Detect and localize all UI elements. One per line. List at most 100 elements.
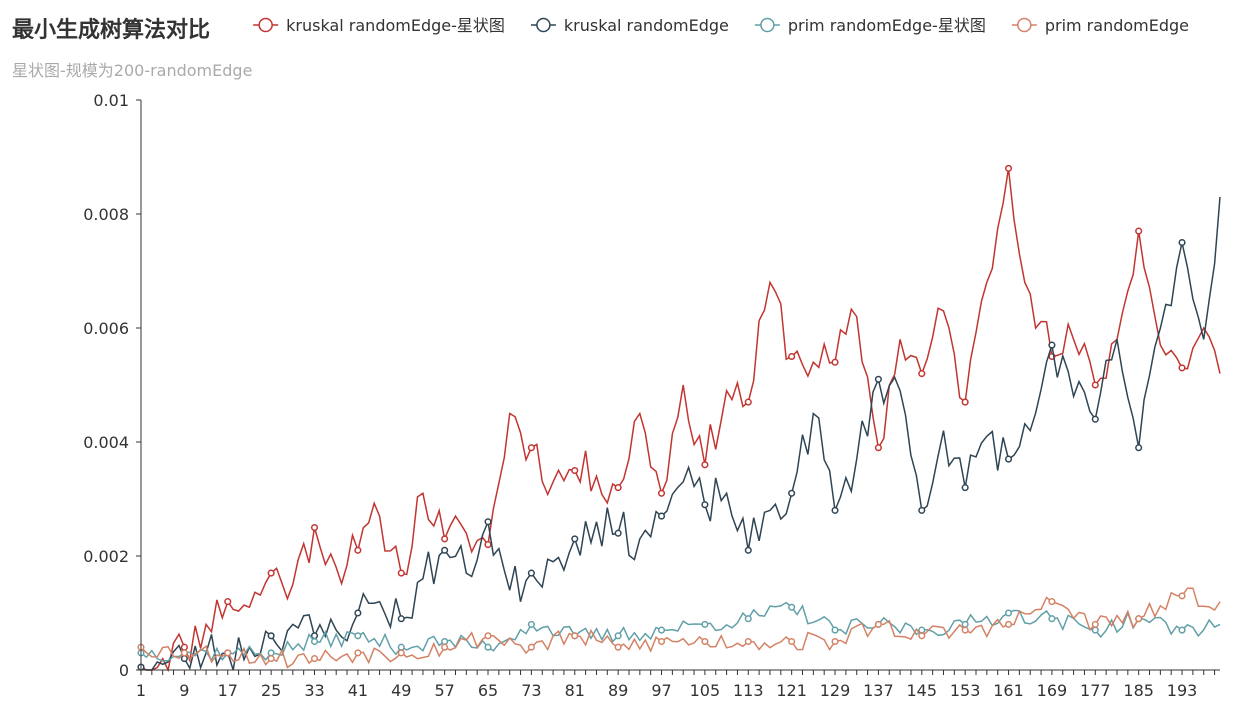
data-point[interactable] — [744, 637, 752, 646]
data-point[interactable] — [180, 643, 188, 651]
data-point[interactable] — [874, 620, 882, 628]
data-point[interactable] — [744, 615, 752, 623]
data-point[interactable] — [310, 523, 319, 532]
data-point[interactable] — [527, 620, 535, 628]
series-lines — [137, 164, 1221, 673]
data-point[interactable] — [831, 358, 839, 366]
data-point[interactable] — [397, 569, 405, 577]
legend-item-0[interactable]: kruskal randomEdge-星状图 — [253, 16, 505, 35]
legend[interactable]: kruskal randomEdge-星状图 kruskal randomEdge… — [253, 16, 1189, 35]
data-point[interactable] — [788, 637, 796, 646]
data-point[interactable] — [180, 655, 188, 663]
data-point[interactable] — [1091, 620, 1099, 628]
data-point[interactable] — [354, 649, 362, 657]
data-point[interactable] — [1091, 626, 1099, 634]
data-point[interactable] — [571, 466, 579, 475]
data-point[interactable] — [571, 632, 579, 640]
data-point[interactable] — [1048, 598, 1056, 606]
data-point[interactable] — [918, 632, 926, 640]
data-point[interactable] — [180, 649, 188, 657]
data-point[interactable] — [224, 598, 232, 606]
data-point[interactable] — [614, 643, 622, 651]
data-point[interactable] — [657, 489, 666, 497]
data-point[interactable] — [441, 546, 449, 554]
data-point[interactable] — [831, 626, 839, 634]
data-point[interactable] — [614, 484, 622, 492]
data-point[interactable] — [484, 518, 492, 526]
legend-item-1[interactable]: kruskal randomEdge — [530, 16, 729, 35]
data-point[interactable] — [788, 489, 796, 497]
data-point[interactable] — [310, 637, 319, 646]
data-point[interactable] — [701, 637, 709, 646]
data-point[interactable] — [1004, 164, 1013, 172]
data-point[interactable] — [397, 643, 405, 651]
data-point[interactable] — [961, 484, 969, 492]
data-point[interactable] — [267, 632, 275, 640]
data-point[interactable] — [744, 398, 752, 406]
data-point[interactable] — [484, 541, 492, 549]
data-point[interactable] — [397, 649, 405, 657]
data-point[interactable] — [1048, 615, 1056, 623]
data-point[interactable] — [224, 649, 232, 657]
data-point[interactable] — [1004, 609, 1013, 617]
data-point[interactable] — [788, 603, 796, 611]
data-point[interactable] — [1091, 415, 1099, 423]
data-point[interactable] — [918, 506, 926, 514]
data-point[interactable] — [744, 546, 752, 554]
data-point[interactable] — [961, 620, 969, 628]
data-point[interactable] — [1178, 238, 1186, 247]
data-point[interactable] — [267, 569, 275, 577]
x-tick-label: 89 — [608, 681, 628, 700]
data-point[interactable] — [874, 444, 882, 452]
data-point[interactable] — [1091, 381, 1099, 389]
data-point[interactable] — [701, 620, 709, 628]
data-point[interactable] — [441, 535, 449, 543]
data-point[interactable] — [441, 637, 449, 646]
legend-item-2[interactable]: prim randomEdge-星状图 — [754, 16, 986, 35]
data-point[interactable] — [1178, 626, 1186, 634]
data-point[interactable] — [701, 461, 709, 469]
x-tick-label: 177 — [1080, 681, 1111, 700]
legend-item-3[interactable]: prim randomEdge — [1011, 16, 1189, 35]
data-point[interactable] — [961, 626, 969, 634]
legend-label: prim randomEdge-星状图 — [788, 16, 986, 35]
data-point[interactable] — [441, 643, 449, 651]
data-point[interactable] — [571, 535, 579, 543]
data-point[interactable] — [1135, 615, 1143, 623]
data-point[interactable] — [614, 529, 622, 537]
data-point[interactable] — [788, 352, 796, 361]
data-point[interactable] — [701, 501, 709, 509]
data-point[interactable] — [1135, 444, 1143, 452]
data-point[interactable] — [1048, 341, 1056, 349]
data-point[interactable] — [1178, 592, 1186, 600]
data-point[interactable] — [527, 444, 535, 452]
data-point[interactable] — [1004, 620, 1013, 628]
data-point[interactable] — [1135, 227, 1143, 235]
data-point[interactable] — [1004, 455, 1013, 463]
data-point[interactable] — [267, 655, 275, 663]
data-point[interactable] — [527, 643, 535, 651]
data-point[interactable] — [484, 643, 492, 651]
data-point[interactable] — [1178, 364, 1186, 372]
data-point[interactable] — [267, 649, 275, 657]
data-point[interactable] — [527, 569, 535, 577]
data-point[interactable] — [831, 637, 839, 646]
data-point[interactable] — [354, 546, 362, 554]
data-point[interactable] — [614, 632, 622, 640]
data-point[interactable] — [657, 637, 666, 646]
data-point[interactable] — [657, 626, 666, 634]
data-point[interactable] — [831, 506, 839, 514]
data-point[interactable] — [484, 632, 492, 640]
data-point[interactable] — [354, 632, 362, 640]
data-point[interactable] — [397, 615, 405, 623]
data-point[interactable] — [874, 375, 882, 383]
data-point[interactable] — [354, 609, 362, 617]
data-point[interactable] — [961, 398, 969, 406]
data-point[interactable] — [310, 655, 319, 663]
data-point[interactable] — [918, 626, 926, 634]
y-tick-label: 0 — [119, 661, 129, 680]
axes: 0 0.002 0.004 0.006 0.008 0.01 1 9 17 25 33 41 49 57 6… — [83, 91, 1220, 700]
data-point[interactable] — [918, 370, 926, 378]
chart-title: 最小生成树算法对比 — [12, 18, 211, 43]
data-point[interactable] — [657, 512, 666, 520]
